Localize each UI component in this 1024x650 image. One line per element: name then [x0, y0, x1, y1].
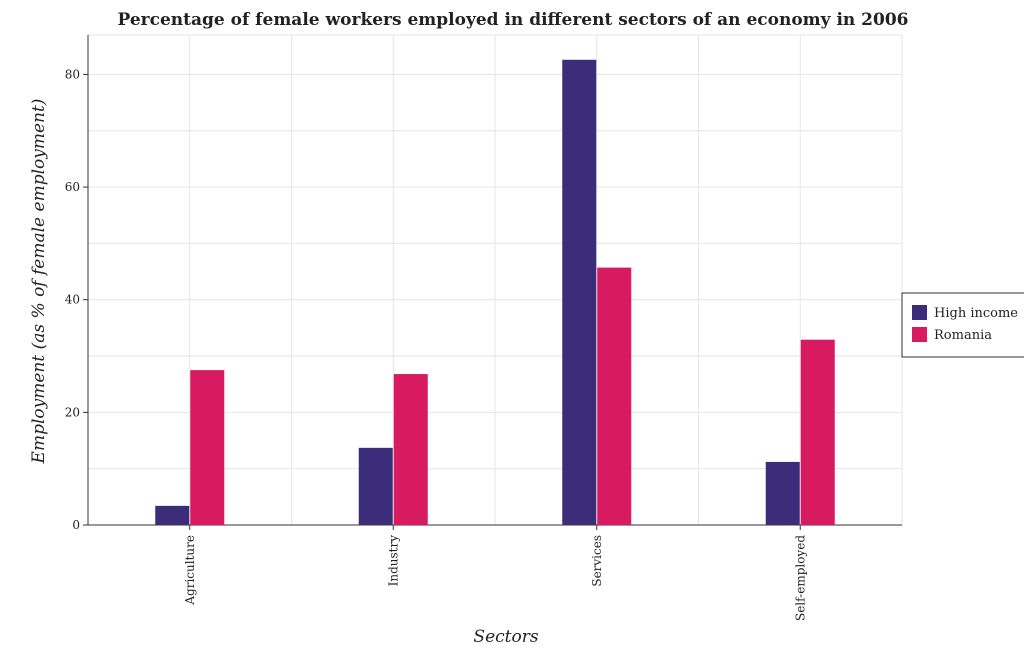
x-axis: Agriculture Industry Services Self-employed	[88, 524, 902, 621]
x-tick-label: Services	[590, 535, 604, 587]
y-axis-label: Employment (as % of female employment)	[29, 99, 49, 465]
bar-high-income-industry	[358, 447, 393, 525]
bar-romania-industry	[393, 374, 428, 525]
bar-romania-agriculture	[190, 370, 225, 525]
bar-romania-services	[597, 267, 632, 525]
bars	[155, 59, 835, 525]
legend-box	[901, 292, 1024, 358]
legend: High income Romania	[901, 292, 1024, 358]
bar-high-income-agriculture	[155, 505, 190, 525]
legend-swatch	[912, 305, 927, 320]
x-tick-label: Industry	[386, 535, 400, 587]
legend-swatch	[912, 327, 927, 342]
y-tick-label: 60	[65, 180, 80, 194]
bar-high-income-services	[562, 59, 597, 525]
y-tick-label: 0	[72, 518, 80, 532]
legend-label: High income	[934, 306, 1018, 321]
x-axis-label: Sectors	[473, 627, 538, 647]
legend-label: Romania	[934, 328, 992, 343]
y-tick-label: 80	[65, 67, 80, 81]
bar-romania-self-employed	[800, 339, 835, 525]
y-tick-label: 40	[65, 293, 80, 307]
y-tick-label: 20	[65, 405, 80, 419]
bar-high-income-self-employed	[765, 461, 800, 525]
y-axis: 0 20 40 60 80	[65, 35, 89, 532]
x-tick-label: Agriculture	[183, 535, 197, 606]
x-tick-label: Self-employed	[793, 535, 807, 621]
chart-title: Percentage of female workers employed in…	[118, 10, 909, 30]
